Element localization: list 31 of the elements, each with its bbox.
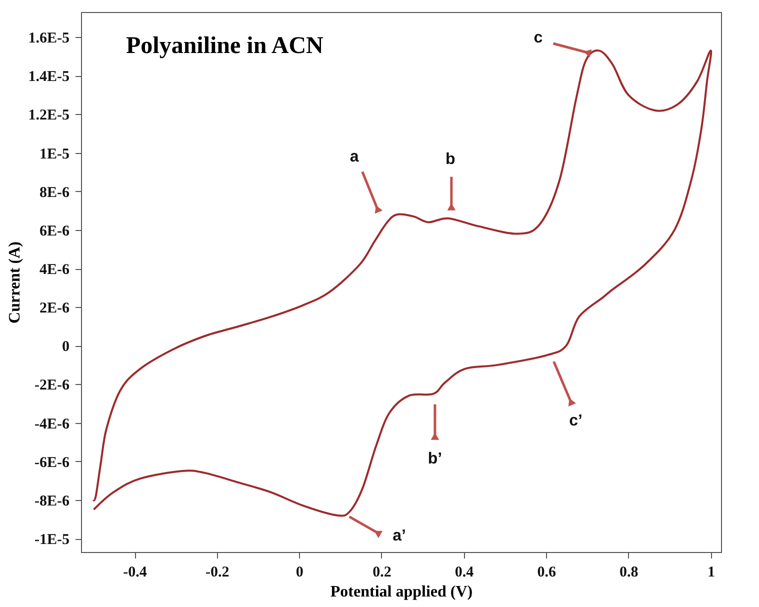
y-tick-label: 1.6E-5: [28, 30, 70, 47]
annotation: b’: [428, 450, 442, 468]
y-tick-label: -1E-5: [34, 532, 70, 548]
x-tick-label: 0.6: [537, 564, 556, 580]
annotation: b: [446, 150, 456, 168]
annotation: a’: [392, 528, 406, 545]
x-tick-label: 0.2: [372, 564, 392, 580]
y-tick-label: 4E-6: [40, 262, 70, 278]
y-tick-label: 2E-6: [40, 300, 70, 317]
annotation: c’: [569, 412, 582, 430]
x-tick-label: 1: [707, 564, 715, 580]
y-tick-label: 6E-6: [40, 223, 70, 240]
y-tick-label: 1.4E-5: [28, 69, 70, 86]
y-tick-label: 8E-6: [40, 184, 70, 201]
text: Polyaniline in ACN: [126, 33, 324, 59]
annotation: a: [350, 148, 359, 166]
y-axis-title: Current (A): [6, 242, 24, 324]
x-axis-title: Potential applied (V): [330, 584, 473, 600]
y-tick-label: 0: [62, 339, 70, 356]
x-tick-label: 0.4: [454, 564, 474, 580]
annotation: c: [534, 30, 543, 46]
x-tick-label: -0.4: [123, 564, 148, 580]
x-tick-label: 0.8: [620, 564, 638, 580]
x-tick-label: 0: [296, 564, 304, 580]
y-tick-label: -4E-6: [34, 416, 70, 432]
x-tick-label: -0.2: [205, 564, 230, 580]
y-tick-label: 1.2E-5: [28, 108, 70, 124]
y-tick-label: 1E-5: [40, 146, 70, 162]
y-tick-label: -2E-6: [34, 378, 70, 394]
y-tick-label: -8E-6: [34, 493, 70, 510]
y-tick-label: -6E-6: [34, 454, 70, 471]
